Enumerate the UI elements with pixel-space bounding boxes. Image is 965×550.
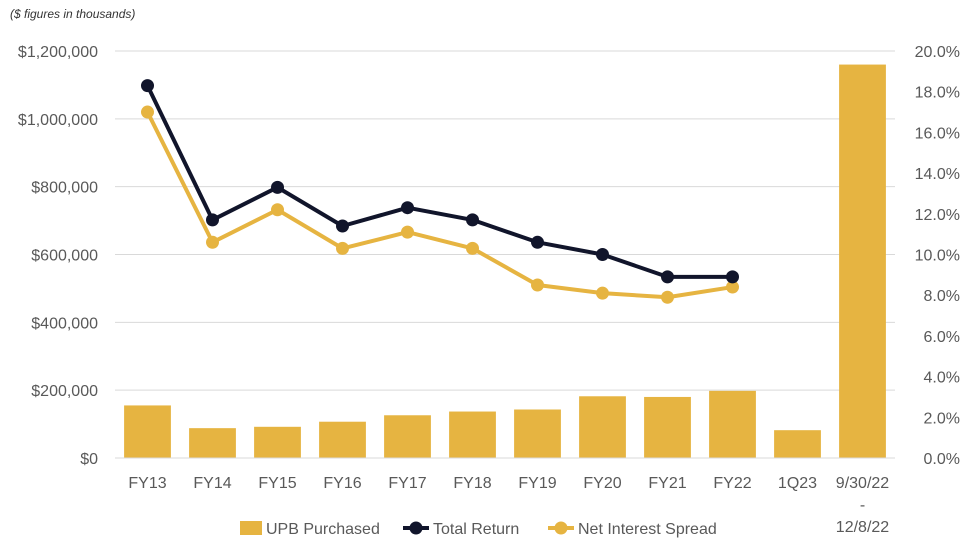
left-tick-label: $600,000 — [31, 248, 98, 265]
right-tick-label: 12.0% — [915, 207, 960, 224]
net-interest-spread-point — [531, 278, 544, 292]
bar — [709, 390, 756, 458]
net-interest-spread-legend-marker — [554, 521, 568, 535]
left-tick-label: $1,200,000 — [18, 44, 98, 61]
category-label: 1Q23 — [778, 475, 817, 492]
right-tick-label: 10.0% — [915, 248, 960, 265]
right-tick-label: 18.0% — [915, 85, 960, 102]
total-return-legend-label: Total Return — [433, 521, 519, 538]
category-label: 9/30/22 -12/8/22 — [836, 475, 889, 536]
bar — [384, 415, 431, 458]
net-interest-spread-point — [596, 286, 609, 300]
total-return-point — [661, 270, 674, 284]
left-tick-label: $1,000,000 — [18, 112, 98, 129]
category-label: FY21 — [648, 475, 686, 492]
net-interest-spread-point — [726, 280, 739, 294]
right-tick-label: 20.0% — [915, 44, 960, 61]
total-return-line — [145, 84, 733, 279]
category-labels: FY13 FY14 FY15 FY16 FY17 FY18 FY19 FY20 FY21 FY22… — [128, 475, 889, 536]
left-tick-label: $400,000 — [31, 315, 98, 332]
category-label: FY17 — [388, 475, 426, 492]
net-interest-spread-point — [466, 241, 479, 255]
right-axis-ticks: 0.0% 2.0% 4.0% 6.0% 8.0% 10.0% 12.0% 14.0% 16.0%… — [915, 44, 960, 468]
net-interest-spread-point — [661, 290, 674, 304]
total-return-point — [726, 270, 739, 284]
total-return-point — [401, 201, 414, 215]
category-label: FY18 — [453, 475, 491, 492]
total-return-point — [596, 248, 609, 261]
category-label: FY19 — [518, 475, 556, 492]
bar — [774, 430, 821, 458]
total-return-point — [206, 213, 219, 227]
bar — [189, 428, 236, 458]
legend: UPB Purchased Total Return Net Interest Sp… — [240, 521, 717, 538]
net-interest-spread-point — [336, 241, 349, 255]
bar — [449, 411, 496, 458]
right-tick-label: 14.0% — [915, 166, 960, 183]
line-series — [141, 79, 739, 304]
bar — [644, 396, 691, 458]
right-tick-label: 6.0% — [924, 329, 960, 346]
left-tick-label: $800,000 — [31, 180, 98, 197]
net-interest-spread-legend-label: Net Interest Spread — [578, 521, 717, 538]
upb-purchased-legend-label: UPB Purchased — [266, 521, 380, 538]
right-tick-label: 2.0% — [924, 410, 960, 427]
right-tick-label: 8.0% — [924, 288, 960, 305]
upb-purchased-bars — [124, 64, 886, 459]
bar — [579, 396, 626, 458]
total-return-point — [271, 180, 284, 194]
total-return-point — [336, 219, 349, 233]
bar — [839, 64, 886, 459]
total-return-point — [141, 79, 154, 93]
bar — [319, 421, 366, 458]
net-interest-spread-point — [141, 105, 154, 119]
category-label: FY16 — [323, 475, 361, 492]
right-tick-label: 4.0% — [924, 370, 960, 387]
left-tick-label: $0 — [80, 451, 98, 468]
units-note: ($ figures in thousands) — [10, 7, 135, 21]
category-label: FY14 — [193, 475, 231, 492]
total-return-legend-marker — [409, 521, 423, 535]
net-interest-spread-point — [271, 203, 284, 217]
total-return-point — [466, 213, 479, 227]
category-label: FY20 — [583, 475, 621, 492]
left-axis-ticks: $0 $200,000 $400,000 $600,000 $800,000 $1,000… — [18, 44, 98, 468]
left-tick-label: $200,000 — [31, 383, 98, 400]
bar — [124, 405, 171, 458]
net-interest-spread-point — [206, 235, 219, 249]
right-tick-label: 16.0% — [915, 125, 960, 142]
right-tick-label: 0.0% — [924, 451, 960, 468]
category-label: FY15 — [258, 475, 296, 492]
category-label: FY22 — [713, 475, 751, 492]
net-interest-spread-line — [145, 111, 733, 300]
bar — [254, 426, 301, 458]
upb-purchased-legend-swatch — [240, 521, 262, 535]
net-interest-spread-point — [401, 225, 414, 239]
gridlines — [115, 50, 895, 391]
total-return-point — [531, 235, 544, 249]
bar — [514, 409, 561, 458]
category-label: FY13 — [128, 475, 166, 492]
